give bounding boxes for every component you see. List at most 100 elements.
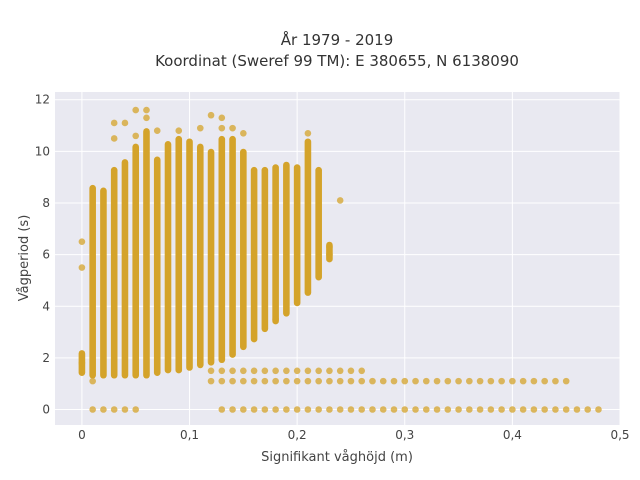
data-column	[196, 143, 204, 369]
data-point	[110, 135, 118, 142]
data-point	[476, 406, 484, 413]
data-point	[519, 377, 527, 385]
data-point	[229, 406, 236, 413]
data-point	[218, 406, 226, 413]
data-column	[143, 128, 150, 379]
data-point	[240, 367, 247, 375]
data-column-points	[229, 135, 236, 358]
y-tick-label: 4	[42, 299, 50, 313]
data-point	[207, 377, 215, 385]
data-column-points	[186, 138, 193, 371]
data-point	[272, 406, 279, 413]
data-point	[422, 377, 430, 385]
data-point	[401, 406, 409, 413]
data-point	[293, 367, 301, 375]
data-point	[110, 406, 118, 413]
data-column-points	[89, 184, 96, 379]
data-point	[78, 359, 86, 367]
data-point	[100, 406, 107, 413]
data-point	[336, 197, 344, 204]
data-column-points	[304, 138, 312, 296]
data-point	[272, 367, 279, 375]
data-point	[315, 367, 322, 375]
data-column-points	[132, 143, 140, 379]
data-column	[261, 166, 269, 333]
data-point	[422, 406, 430, 413]
data-point	[584, 406, 592, 413]
data-point	[229, 367, 236, 375]
data-point	[293, 406, 301, 413]
data-point	[196, 124, 204, 132]
data-point	[250, 377, 258, 385]
data-point	[218, 367, 226, 375]
data-point	[283, 367, 290, 375]
data-column	[229, 135, 236, 358]
y-tick-label: 6	[42, 248, 50, 262]
data-point	[509, 377, 516, 385]
data-column-points	[207, 148, 215, 366]
data-column-points	[261, 166, 269, 333]
y-tick-label: 12	[35, 93, 50, 107]
data-point	[78, 238, 86, 246]
data-point	[487, 406, 495, 413]
data-point	[229, 377, 236, 385]
data-point	[89, 377, 96, 385]
data-point	[336, 367, 344, 375]
data-point	[153, 127, 161, 135]
data-column	[304, 138, 312, 296]
data-points	[78, 106, 602, 413]
data-point	[369, 377, 376, 385]
data-point	[89, 406, 96, 413]
data-point	[218, 124, 226, 132]
data-point	[552, 406, 559, 413]
data-point	[240, 130, 247, 137]
data-point	[369, 406, 376, 413]
data-point	[240, 406, 247, 413]
data-point	[143, 106, 150, 114]
data-point	[261, 406, 269, 413]
data-point	[347, 406, 355, 413]
data-point	[358, 367, 366, 375]
data-column	[153, 156, 161, 376]
data-column	[121, 159, 129, 379]
data-point	[326, 406, 333, 413]
data-column	[250, 166, 258, 343]
data-point	[218, 114, 226, 122]
y-axis-label: Vågperiod (s)	[17, 215, 32, 302]
data-point	[509, 406, 516, 413]
data-point	[250, 406, 258, 413]
data-column-points	[143, 128, 150, 379]
data-point	[530, 406, 538, 413]
data-column	[293, 164, 301, 307]
data-point	[390, 377, 398, 385]
data-point	[304, 130, 312, 137]
data-point	[336, 406, 344, 413]
data-point	[552, 377, 559, 385]
data-column-points	[164, 141, 172, 374]
x-tick-label: 0,5	[610, 428, 629, 442]
data-point	[304, 367, 312, 375]
data-column	[100, 187, 107, 379]
x-tick-label: 0,2	[288, 428, 307, 442]
data-point	[207, 111, 215, 119]
y-tick-label: 10	[35, 144, 50, 158]
data-point	[530, 377, 538, 385]
data-column	[207, 148, 215, 366]
data-point	[562, 406, 570, 413]
x-axis-ticks: 0 0,1 0,2 0,3 0,4 0,5	[78, 428, 629, 442]
data-point	[390, 406, 398, 413]
data-point	[562, 377, 570, 385]
data-point	[379, 406, 387, 413]
data-column-points	[240, 148, 247, 351]
data-point	[347, 367, 355, 375]
data-column	[218, 135, 226, 364]
data-point	[595, 406, 602, 413]
data-point	[401, 377, 409, 385]
data-point	[315, 406, 322, 413]
data-point	[444, 406, 452, 413]
data-point	[498, 406, 505, 413]
data-point	[412, 377, 419, 385]
data-column	[240, 148, 247, 351]
data-point	[466, 406, 473, 413]
